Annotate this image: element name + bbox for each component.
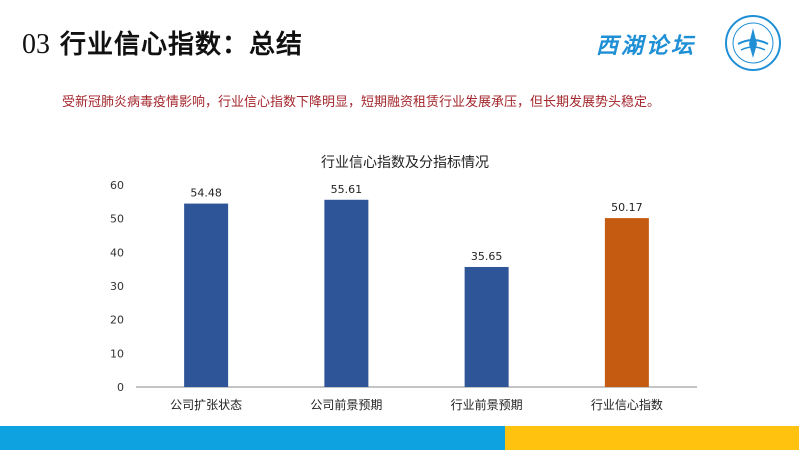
y-tick-label: 50 — [110, 213, 124, 226]
y-tick-label: 0 — [117, 381, 124, 394]
bar — [184, 203, 229, 387]
y-tick-label: 20 — [110, 314, 124, 327]
bar — [604, 218, 649, 387]
bar-data-label: 55.61 — [331, 183, 363, 196]
x-category-label: 行业前景预期 — [451, 397, 523, 412]
bar-data-label: 54.48 — [190, 187, 222, 200]
section-number: 03 — [22, 29, 50, 60]
emblem-logo-icon — [725, 15, 781, 71]
logo-text: 西湖论坛 — [596, 33, 697, 59]
bar-data-label: 50.17 — [611, 201, 643, 214]
footer-bar-yellow — [505, 426, 799, 450]
footer-bar-blue — [0, 426, 505, 450]
y-tick-label: 60 — [110, 179, 124, 192]
y-tick-label: 30 — [110, 280, 124, 293]
y-tick-label: 40 — [110, 246, 124, 259]
chart-title: 行业信心指数及分指标情况 — [321, 155, 489, 171]
page-heading: 03 行业信心指数：总结 — [22, 24, 303, 64]
bar-data-label: 35.65 — [471, 250, 503, 263]
x-category-label: 公司前景预期 — [310, 397, 382, 412]
x-category-label: 公司扩张状态 — [170, 398, 242, 412]
page-title: 行业信心指数：总结 — [60, 30, 304, 60]
bar — [464, 266, 509, 387]
y-tick-label: 10 — [110, 347, 124, 360]
summary-text: 受新冠肺炎病毒疫情影响，行业信心指数下降明显，短期融资租赁行业发展承压，但长期发… — [62, 95, 661, 110]
bar — [324, 199, 369, 387]
x-category-label: 行业信心指数 — [591, 397, 663, 412]
